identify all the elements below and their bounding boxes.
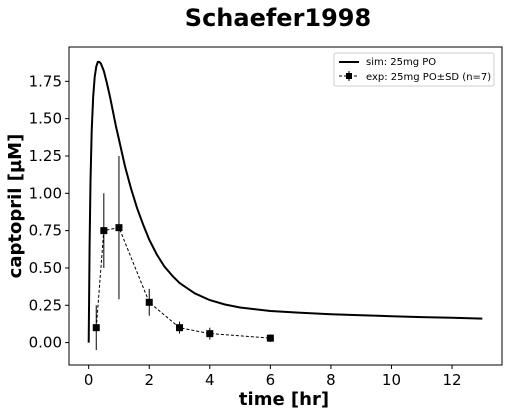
legend: sim: 25mg PO exp: 25mg PO±SD (n=7) (333, 52, 495, 87)
exp-point (92, 324, 100, 332)
x-tick-label: 8 (326, 371, 336, 389)
x-axis-label: time [hr] (239, 389, 329, 410)
x-tick-label: 6 (266, 371, 276, 389)
legend-sim-label: sim: 25mg PO (366, 57, 436, 68)
exp-point (115, 224, 123, 232)
exp-point (176, 324, 184, 332)
y-tick-label: 0.75 (29, 222, 62, 240)
legend-exp-marker (346, 73, 352, 79)
y-tick-label: 1.25 (29, 147, 62, 165)
y-tick-label: 1.75 (29, 72, 62, 90)
sim-line (87, 60, 483, 343)
exp-point (145, 298, 153, 306)
x-ticks: 0 2 4 6 8 10 12 (84, 365, 462, 389)
chart-title: Schaefer1998 (185, 4, 371, 32)
x-tick-label: 2 (144, 371, 154, 389)
sim-series-group (87, 60, 483, 343)
y-tick-label: 0.25 (29, 296, 62, 314)
y-tick-label: 1.00 (29, 184, 62, 202)
x-tick-label: 10 (382, 371, 401, 389)
exp-point (206, 330, 214, 338)
legend-exp-label: exp: 25mg PO±SD (n=7) (366, 72, 491, 83)
y-ticks: 0.00 0.25 0.50 0.75 1.00 1.25 1.50 1.75 (29, 72, 69, 352)
x-tick-label: 4 (205, 371, 215, 389)
exp-series-group (92, 155, 274, 351)
legend-box (333, 52, 495, 87)
x-tick-label: 0 (84, 371, 94, 389)
exp-point (100, 227, 108, 235)
x-tick-label: 12 (442, 371, 461, 389)
y-tick-label: 1.50 (29, 110, 62, 128)
y-tick-label: 0.50 (29, 259, 62, 277)
y-tick-label: 0.00 (29, 334, 62, 352)
y-axis-label: captopril [µM] (5, 134, 26, 279)
exp-point (266, 334, 274, 342)
